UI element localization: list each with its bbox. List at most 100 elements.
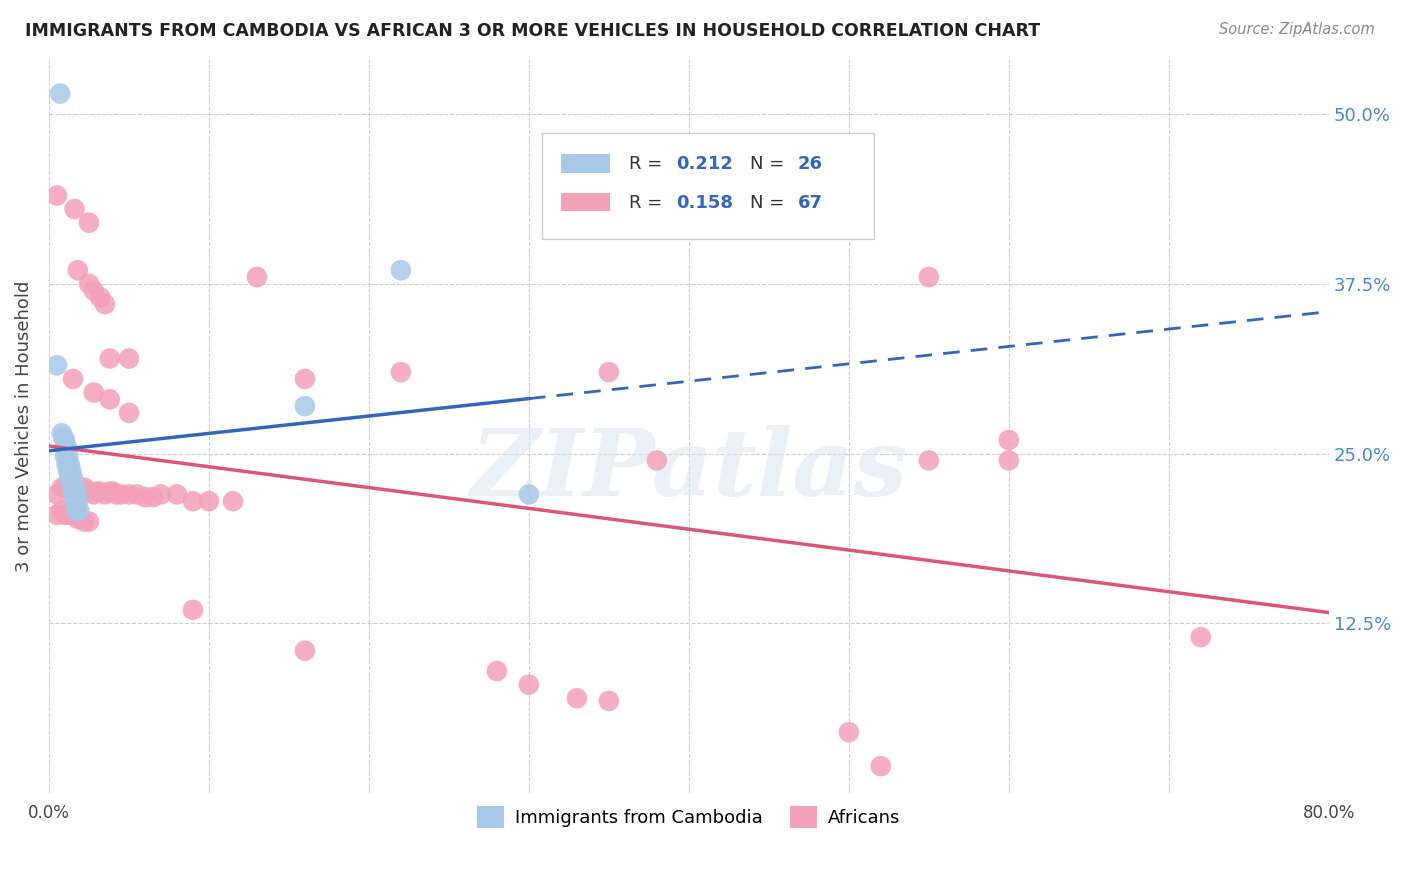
Point xyxy=(65,504,87,518)
Point xyxy=(83,385,105,400)
Point xyxy=(94,487,117,501)
Point xyxy=(869,759,891,773)
Point xyxy=(83,487,105,501)
Text: IMMIGRANTS FROM CAMBODIA VS AFRICAN 3 OR MORE VEHICLES IN HOUSEHOLD CORRELATION : IMMIGRANTS FROM CAMBODIA VS AFRICAN 3 OR… xyxy=(25,22,1040,40)
Point xyxy=(118,406,141,420)
Text: N =: N = xyxy=(751,155,790,173)
Point xyxy=(49,87,72,101)
Point xyxy=(62,372,84,386)
Point xyxy=(56,464,79,478)
Point xyxy=(118,487,141,501)
Point xyxy=(294,643,316,657)
Point xyxy=(66,484,89,499)
Point xyxy=(118,351,141,366)
Point xyxy=(565,691,588,706)
Text: R =: R = xyxy=(628,194,668,211)
Text: ZIPatlas: ZIPatlas xyxy=(471,425,907,516)
Point xyxy=(59,471,82,485)
Point xyxy=(83,284,105,298)
Point xyxy=(63,202,86,216)
Point xyxy=(598,694,620,708)
Point xyxy=(598,365,620,379)
Point xyxy=(134,490,156,504)
Point xyxy=(181,494,204,508)
Point xyxy=(101,484,124,499)
Point xyxy=(998,453,1021,467)
Point xyxy=(166,487,188,501)
Point xyxy=(389,263,412,277)
Point xyxy=(46,487,69,501)
Point xyxy=(63,481,86,495)
Point xyxy=(98,484,121,499)
Point xyxy=(181,603,204,617)
FancyBboxPatch shape xyxy=(561,193,610,211)
Point xyxy=(77,277,100,291)
Point xyxy=(79,484,101,499)
Point xyxy=(63,508,86,522)
Point xyxy=(51,426,73,441)
Point xyxy=(1189,630,1212,644)
Point xyxy=(142,490,165,504)
Point xyxy=(94,297,117,311)
Point xyxy=(55,440,77,454)
Point xyxy=(222,494,245,508)
Point xyxy=(918,270,941,285)
Point xyxy=(66,494,89,508)
Point xyxy=(70,512,93,526)
Point xyxy=(51,504,73,518)
Point xyxy=(63,494,86,508)
Point xyxy=(98,351,121,366)
Point xyxy=(56,450,79,464)
Point xyxy=(294,399,316,413)
Point xyxy=(62,471,84,485)
Point xyxy=(76,484,98,499)
Point xyxy=(51,481,73,495)
Point xyxy=(89,484,111,499)
Point xyxy=(60,464,83,478)
Point xyxy=(485,664,508,678)
Point xyxy=(294,372,316,386)
FancyBboxPatch shape xyxy=(561,154,610,172)
Point xyxy=(66,512,89,526)
Point xyxy=(125,487,148,501)
Point xyxy=(52,430,75,444)
Point xyxy=(53,440,76,454)
Point xyxy=(105,487,128,501)
Text: N =: N = xyxy=(751,194,790,211)
Point xyxy=(53,433,76,447)
Point xyxy=(918,453,941,467)
Legend: Immigrants from Cambodia, Africans: Immigrants from Cambodia, Africans xyxy=(470,799,908,836)
Point xyxy=(60,508,83,522)
Point xyxy=(60,478,83,492)
Point xyxy=(517,487,540,501)
Point xyxy=(46,508,69,522)
Point xyxy=(98,392,121,407)
Point xyxy=(67,504,90,518)
Point xyxy=(89,290,111,304)
Point xyxy=(246,270,269,285)
FancyBboxPatch shape xyxy=(541,133,875,239)
Point xyxy=(73,515,96,529)
Point xyxy=(73,481,96,495)
Point xyxy=(110,487,132,501)
Point xyxy=(77,216,100,230)
Point xyxy=(66,263,89,277)
Text: 67: 67 xyxy=(797,194,823,211)
Point xyxy=(998,433,1021,447)
Point xyxy=(198,494,221,508)
Point xyxy=(517,678,540,692)
Point xyxy=(86,484,108,499)
Point xyxy=(53,481,76,495)
Point xyxy=(62,484,84,499)
Point xyxy=(55,458,77,472)
Point xyxy=(59,458,82,472)
Point xyxy=(70,481,93,495)
Point xyxy=(53,508,76,522)
Point xyxy=(77,515,100,529)
Point xyxy=(389,365,412,379)
Point xyxy=(149,487,172,501)
Point xyxy=(56,476,79,491)
Text: R =: R = xyxy=(628,155,668,173)
Text: 0.158: 0.158 xyxy=(676,194,733,211)
Y-axis label: 3 or more Vehicles in Household: 3 or more Vehicles in Household xyxy=(15,281,32,572)
